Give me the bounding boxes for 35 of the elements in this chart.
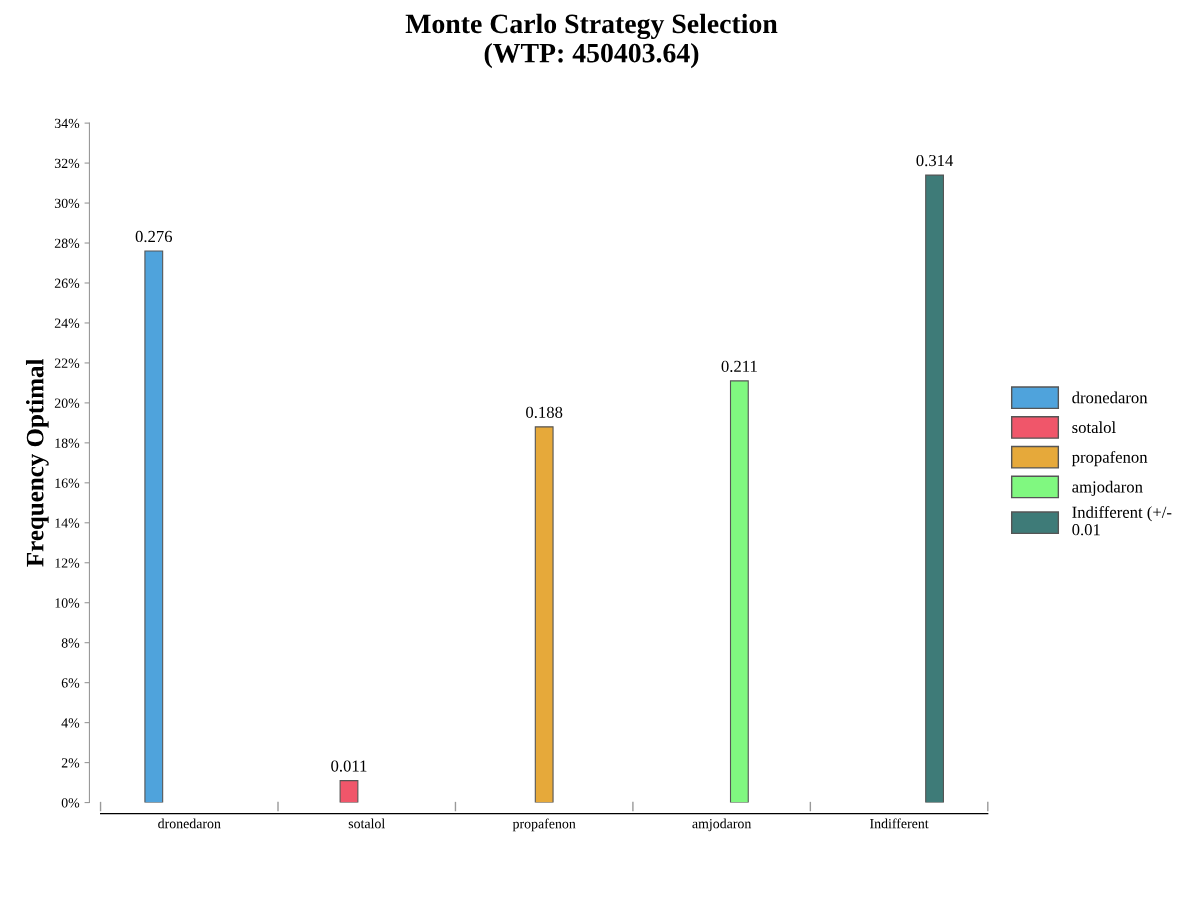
legend-label: sotalol	[1072, 421, 1116, 434]
y-tick-label: 28%	[54, 238, 80, 249]
legend-label: propafenon	[1071, 450, 1148, 467]
legend-label: dronedaron	[1072, 391, 1148, 404]
chart-title: Monte Carlo Strategy Selection (WTP: 450403.64)	[405, 13, 778, 69]
y-tick-label: 26%	[54, 278, 80, 288]
y-tick-label: 2%	[61, 758, 80, 768]
y-tick-label: 12%	[55, 558, 80, 568]
y-tick-label: 10%	[55, 598, 80, 608]
data-label: 0.188	[526, 406, 563, 418]
data-label: 0.211	[721, 360, 757, 373]
y-tick-label: 6%	[61, 678, 80, 688]
x-tick-label: Indifferent	[870, 818, 929, 829]
y-tick-label: 4%	[61, 718, 80, 728]
data-label: 0.276	[135, 230, 173, 243]
y-tick-label: 18%	[55, 438, 80, 448]
y-tick-label: 24%	[54, 318, 80, 328]
x-tick-label: propafenon	[512, 818, 576, 832]
y-tick-label: 22%	[54, 358, 80, 368]
x-tick-label: sotalol	[348, 818, 385, 829]
legend-label: Indifferent (+/- 0.01	[1072, 505, 1172, 536]
data-label: 0.314	[916, 154, 954, 167]
y-tick-label: 8%	[61, 638, 80, 648]
y-axis-title: Frequency Optimal	[25, 358, 49, 567]
y-tick-label: 14%	[55, 518, 80, 528]
y-tick-label: 30%	[54, 198, 80, 209]
data-label: 0.011	[331, 760, 367, 772]
x-tick-label: dronedaron	[158, 818, 221, 829]
y-tick-label: 32%	[54, 158, 80, 169]
y-tick-label: 34%	[54, 118, 80, 129]
y-tick-label: 0%	[61, 798, 80, 808]
x-tick-label: amjodaron	[692, 818, 752, 832]
y-tick-label: 20%	[54, 398, 80, 408]
y-tick-label: 16%	[55, 478, 80, 488]
legend-label: amjodaron	[1072, 480, 1143, 496]
